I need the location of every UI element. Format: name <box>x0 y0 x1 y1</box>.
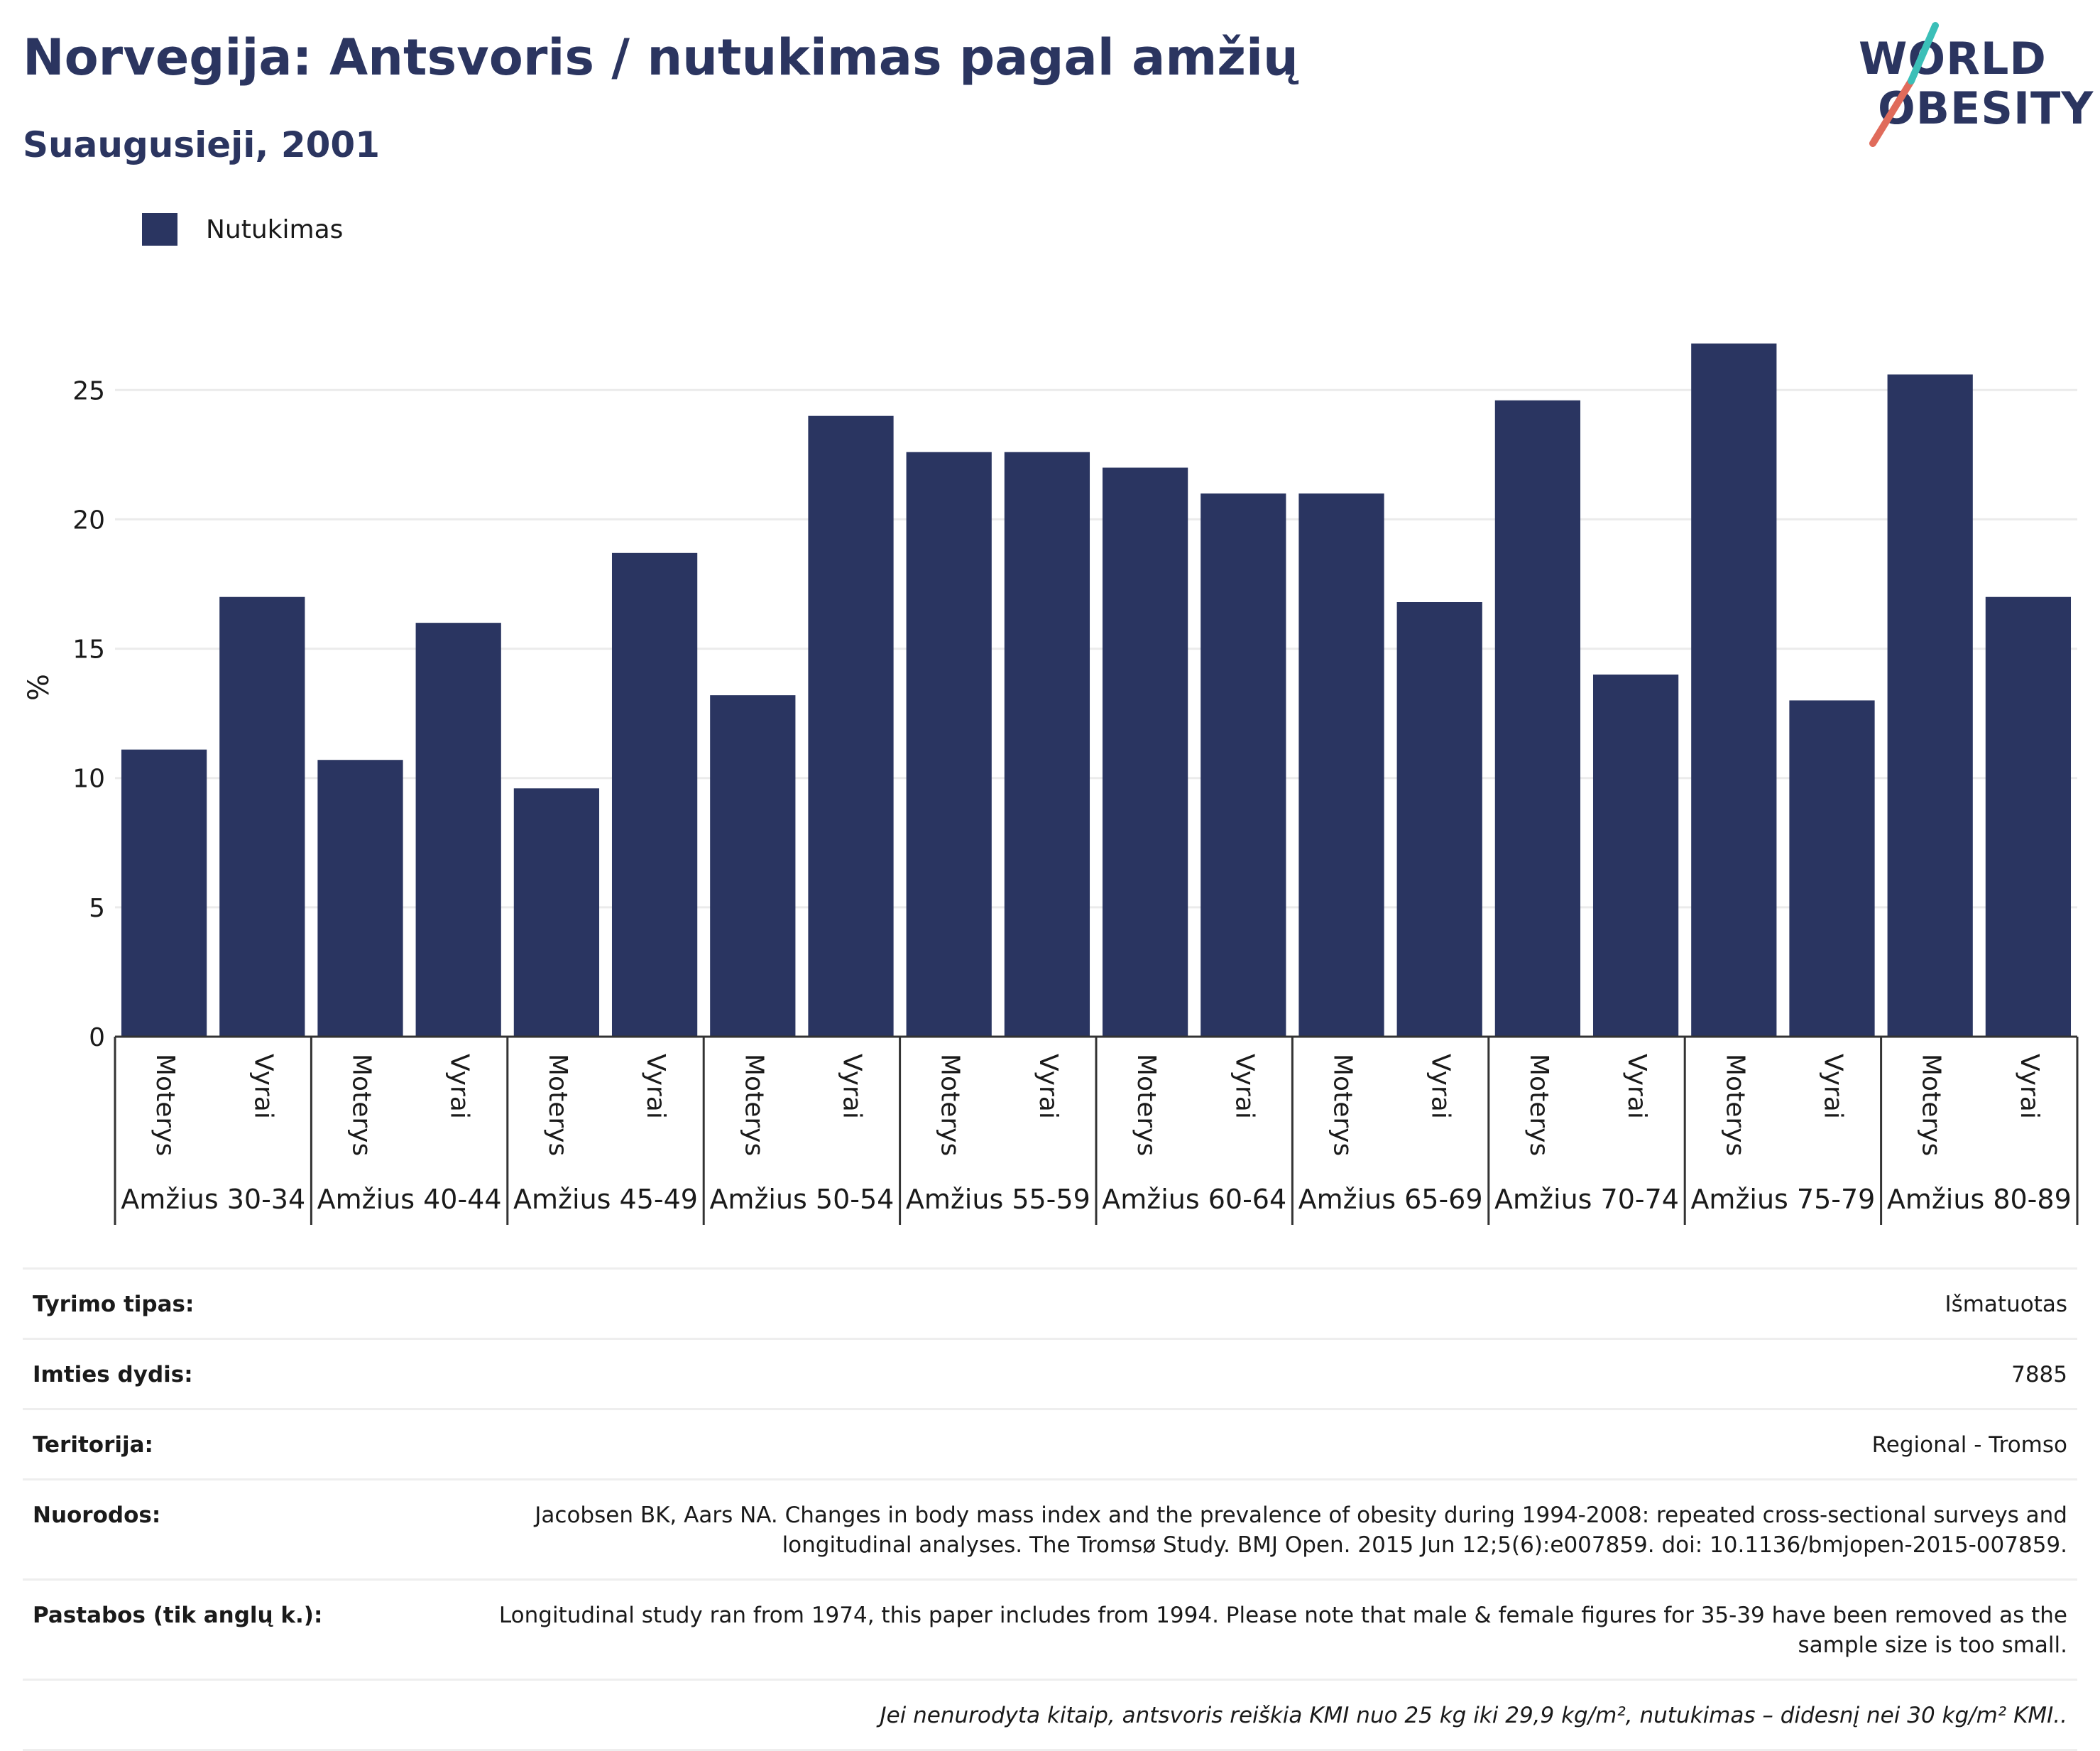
logo-line-1: WORLD <box>1859 33 2047 84</box>
world-obesity-logo: WORLD OBESITY <box>1846 21 2093 149</box>
bar <box>1298 493 1384 1037</box>
x-tick-label: Moterys <box>1917 1054 1946 1156</box>
x-tick-label: Vyrai <box>838 1054 867 1119</box>
group-label: Amžius 40-44 <box>317 1184 502 1215</box>
x-tick-label: Vyrai <box>1819 1054 1848 1119</box>
info-key: Teritorija: <box>33 1432 153 1458</box>
bar <box>1102 467 1188 1037</box>
bar <box>1789 700 1875 1037</box>
x-tick-label: Vyrai <box>445 1054 474 1119</box>
x-tick-label: Vyrai <box>2015 1054 2044 1119</box>
group-label: Amžius 55-59 <box>906 1184 1090 1215</box>
legend-swatch <box>142 213 177 246</box>
info-table: Tyrimo tipas: Išmatuotas Imties dydis: 7… <box>23 1267 2077 1751</box>
group-label: Amžius 75-79 <box>1690 1184 1875 1215</box>
info-key: Nuorodos: <box>33 1502 161 1528</box>
bar <box>906 452 992 1037</box>
chart-subtitle: Suaugusieji, 2001 <box>23 124 380 165</box>
info-key: Imties dydis: <box>33 1362 193 1387</box>
x-tick-label: Vyrai <box>1034 1054 1063 1119</box>
x-tick-label: Moterys <box>151 1054 180 1156</box>
logo-slash-icon <box>1869 22 1939 147</box>
bar <box>1396 602 1482 1037</box>
chart-title: Norvegija: Antsvoris / nutukimas pagal a… <box>23 28 1298 87</box>
bar <box>415 623 501 1037</box>
bar <box>1691 343 1777 1037</box>
y-tick-label: 15 <box>72 636 105 665</box>
y-tick-label: 20 <box>72 506 105 535</box>
group-label: Amžius 70-74 <box>1494 1184 1679 1215</box>
bar <box>710 695 796 1037</box>
x-tick-label: Moterys <box>1132 1054 1161 1156</box>
y-tick-label: 5 <box>89 894 105 923</box>
bar <box>1201 493 1286 1037</box>
info-value: Išmatuotas <box>1945 1292 2067 1317</box>
bar <box>219 596 305 1037</box>
x-tick-label: Moterys <box>1720 1054 1749 1156</box>
bar <box>1887 374 1973 1037</box>
info-footnote: Jei nenurodyta kitaip, antsvoris reiškia… <box>23 1679 2077 1751</box>
info-value: 7885 <box>2011 1362 2067 1387</box>
footnote-text: Jei nenurodyta kitaip, antsvoris reiškia… <box>880 1703 2067 1728</box>
info-row-references: Nuorodos: Jacobsen BK, Aars NA. Changes … <box>23 1478 2077 1578</box>
logo-line-2: OBESITY <box>1878 82 2094 134</box>
x-tick-label: Vyrai <box>641 1054 670 1119</box>
y-tick-label: 0 <box>89 1023 105 1052</box>
info-key: Tyrimo tipas: <box>33 1292 195 1317</box>
x-tick-label: Vyrai <box>1230 1054 1259 1119</box>
bar <box>1494 400 1581 1037</box>
bar <box>1592 675 1679 1037</box>
info-value: Longitudinal study ran from 1974, this p… <box>498 1603 2067 1658</box>
chart-legend[interactable]: Nutukimas <box>142 213 343 246</box>
group-label: Amžius 60-64 <box>1102 1184 1286 1215</box>
x-tick-label: Vyrai <box>248 1054 278 1119</box>
info-value: Jacobsen BK, Aars NA. Changes in body ma… <box>535 1502 2067 1558</box>
bar <box>1004 452 1090 1037</box>
y-tick-label: 10 <box>72 765 105 794</box>
x-tick-label: Moterys <box>739 1054 768 1156</box>
legend-label: Nutukimas <box>206 214 344 244</box>
x-tick-label: Moterys <box>543 1054 572 1156</box>
group-label: Amžius 80-89 <box>1887 1184 2072 1215</box>
bar <box>513 788 600 1037</box>
bar-chart: 0 5 10 15 20 25% Moterys Vyrai Moterys Vyrai Moter… <box>23 343 2079 1225</box>
y-tick-label: 25 <box>72 376 105 405</box>
bar <box>1985 596 2072 1037</box>
info-row-notes: Pastabos (tik anglų k.): Longitudinal st… <box>23 1578 2077 1679</box>
info-row-territory: Teritorija: Regional - Tromso <box>23 1408 2077 1478</box>
group-label: Amžius 45-49 <box>513 1184 698 1215</box>
bar <box>611 552 698 1037</box>
group-label: Amžius 50-54 <box>709 1184 894 1215</box>
x-tick-label: Vyrai <box>1622 1054 1651 1119</box>
info-row-sample-size: Imties dydis: 7885 <box>23 1338 2077 1408</box>
x-tick-label: Moterys <box>347 1054 376 1156</box>
x-tick-label: Moterys <box>936 1054 965 1156</box>
bar <box>121 749 207 1037</box>
x-tick-label: Moterys <box>1524 1054 1553 1156</box>
info-value: Regional - Tromso <box>1871 1432 2067 1458</box>
bar <box>317 760 403 1037</box>
y-axis-label: % <box>23 674 55 701</box>
x-tick-label: Vyrai <box>1426 1054 1455 1119</box>
info-key: Pastabos (tik anglų k.): <box>33 1603 323 1628</box>
info-row-survey-type: Tyrimo tipas: Išmatuotas <box>23 1267 2077 1338</box>
group-label: Amžius 30-34 <box>121 1184 305 1215</box>
group-label: Amžius 65-69 <box>1298 1184 1483 1215</box>
x-tick-label: Moterys <box>1328 1054 1357 1156</box>
bar <box>808 415 894 1037</box>
